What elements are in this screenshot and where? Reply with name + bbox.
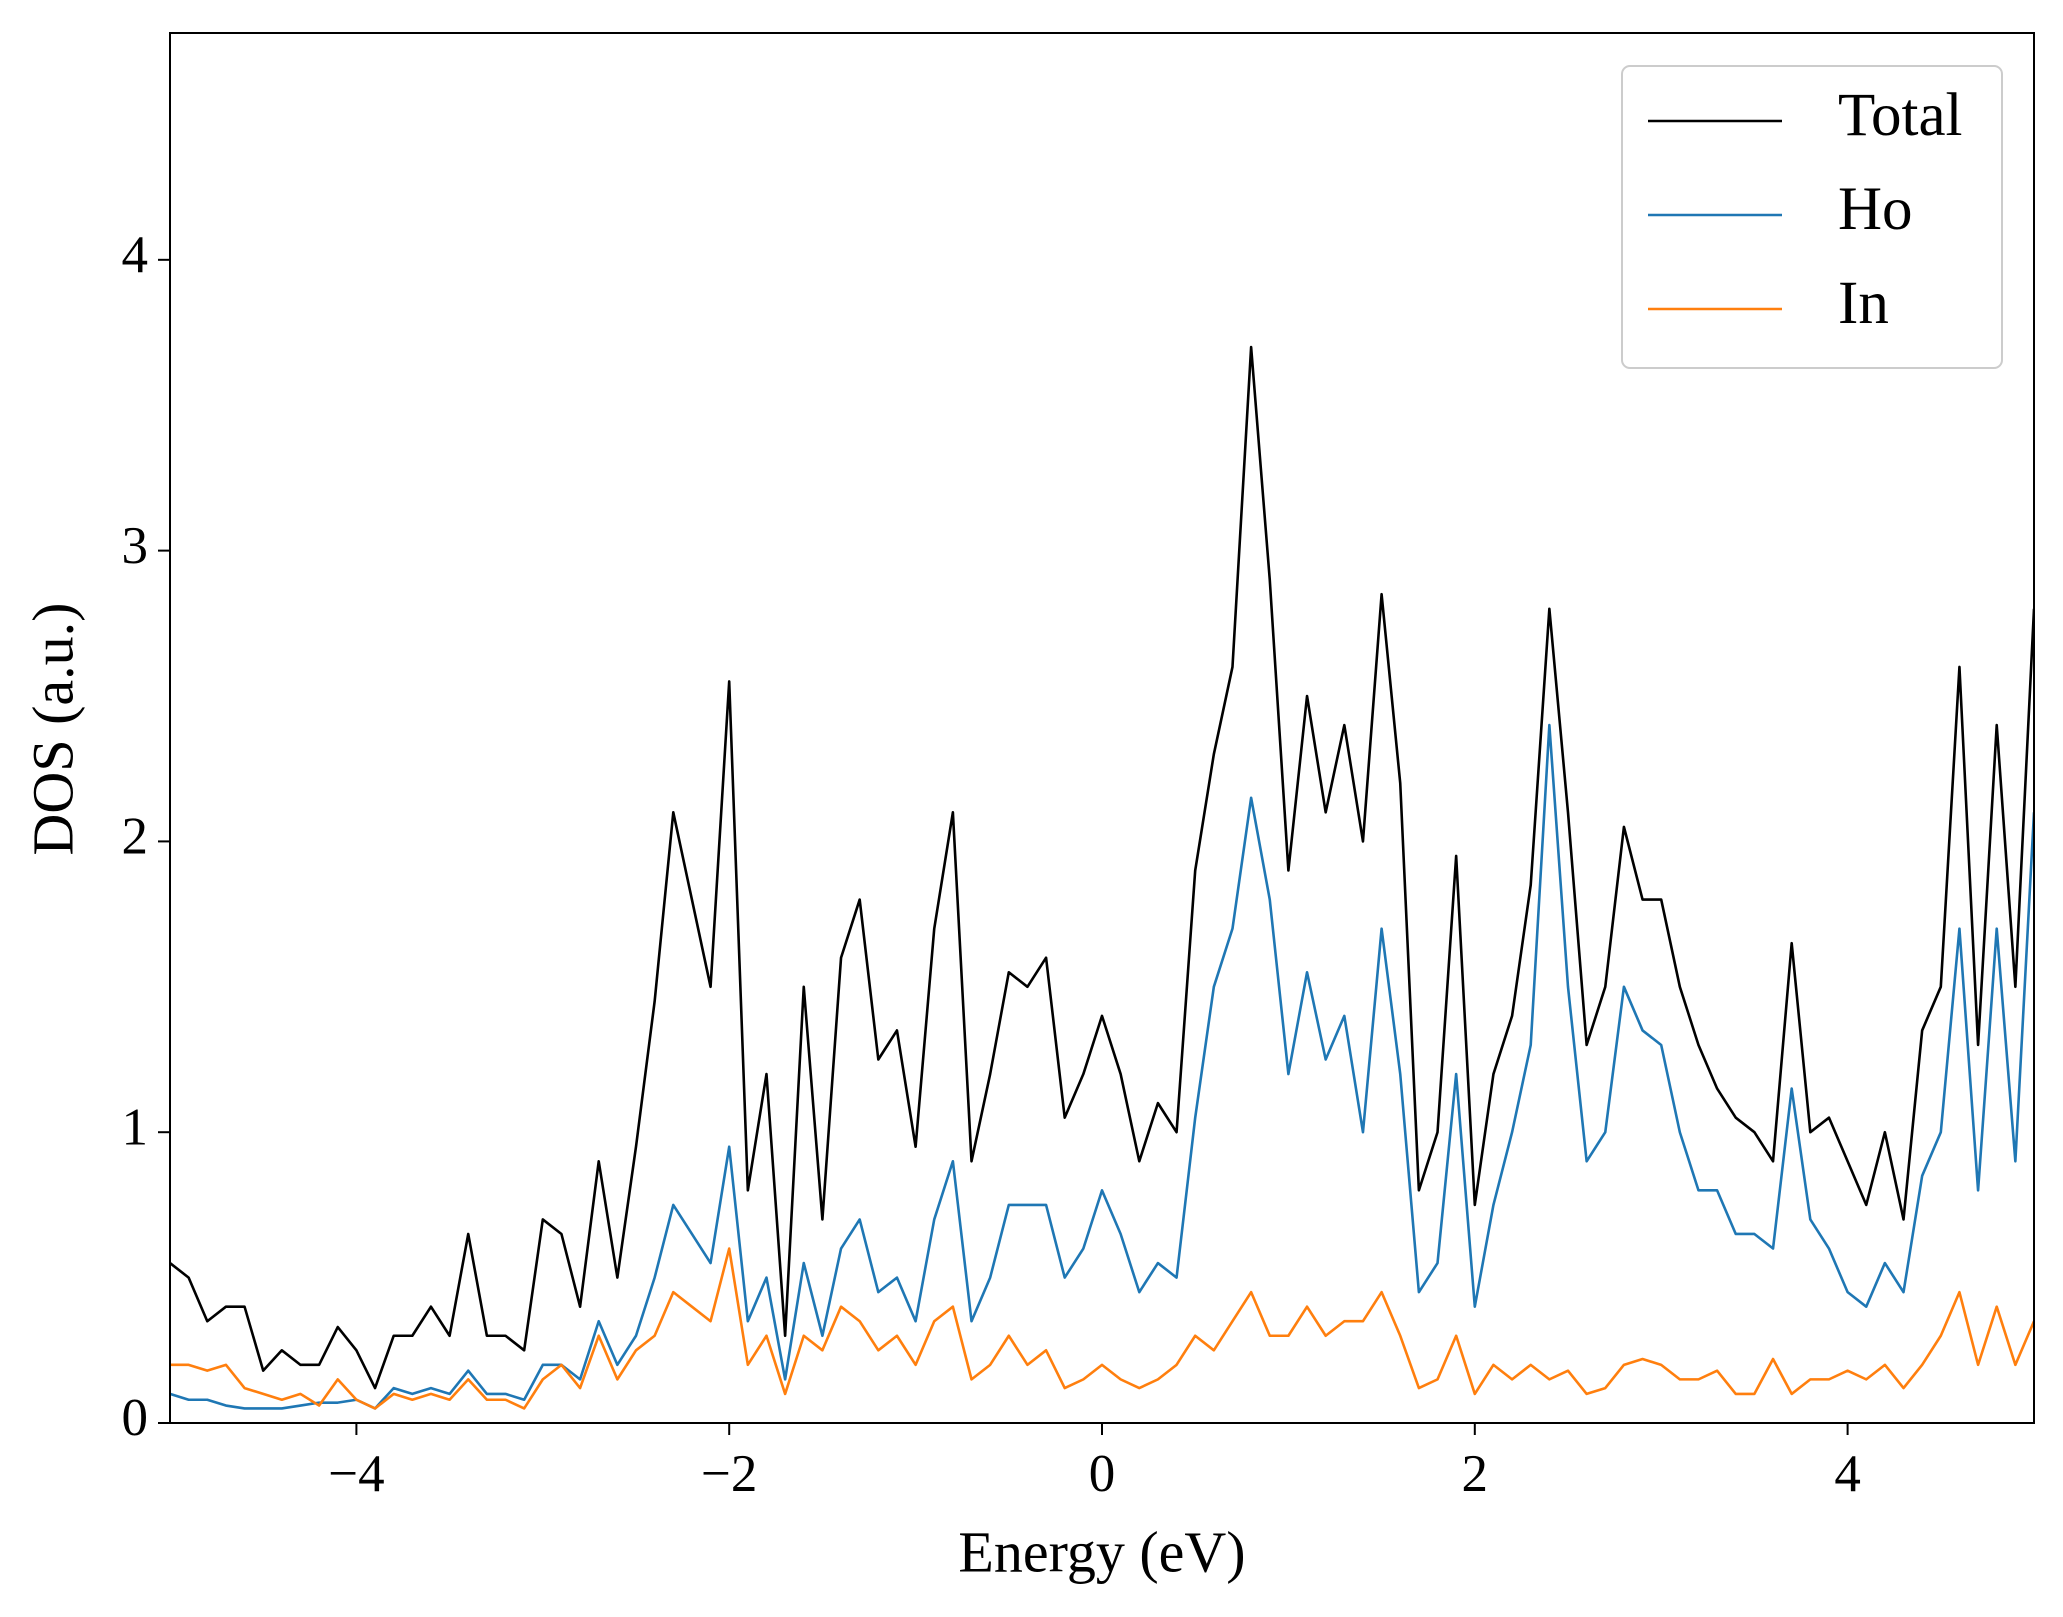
y-tick-label: 0	[122, 1389, 149, 1447]
x-axis-label: Energy (eV)	[958, 1519, 1245, 1584]
x-tick-label: −2	[701, 1445, 757, 1503]
y-tick-label: 1	[122, 1098, 149, 1156]
y-tick-label: 2	[122, 808, 149, 866]
legend-box	[1621, 65, 2003, 369]
plot-frame	[169, 32, 2035, 1424]
legend-label: Total	[1838, 82, 1962, 149]
series-line	[170, 1247, 2034, 1410]
y-tick-label: 3	[122, 517, 149, 575]
x-tick-label: 2	[1462, 1445, 1489, 1503]
y-axis-label: DOS (a.u.)	[20, 603, 85, 856]
x-tick-label: −4	[328, 1445, 384, 1503]
y-tick-label: 4	[122, 226, 149, 284]
x-tick-label: 0	[1089, 1445, 1116, 1503]
series-line	[170, 345, 2034, 1390]
series-line	[170, 723, 2034, 1410]
legend-label: Ho	[1838, 176, 1913, 243]
legend-label: In	[1838, 270, 1889, 337]
x-tick-label: 4	[1834, 1445, 1861, 1503]
plot-lines	[170, 345, 2034, 1410]
